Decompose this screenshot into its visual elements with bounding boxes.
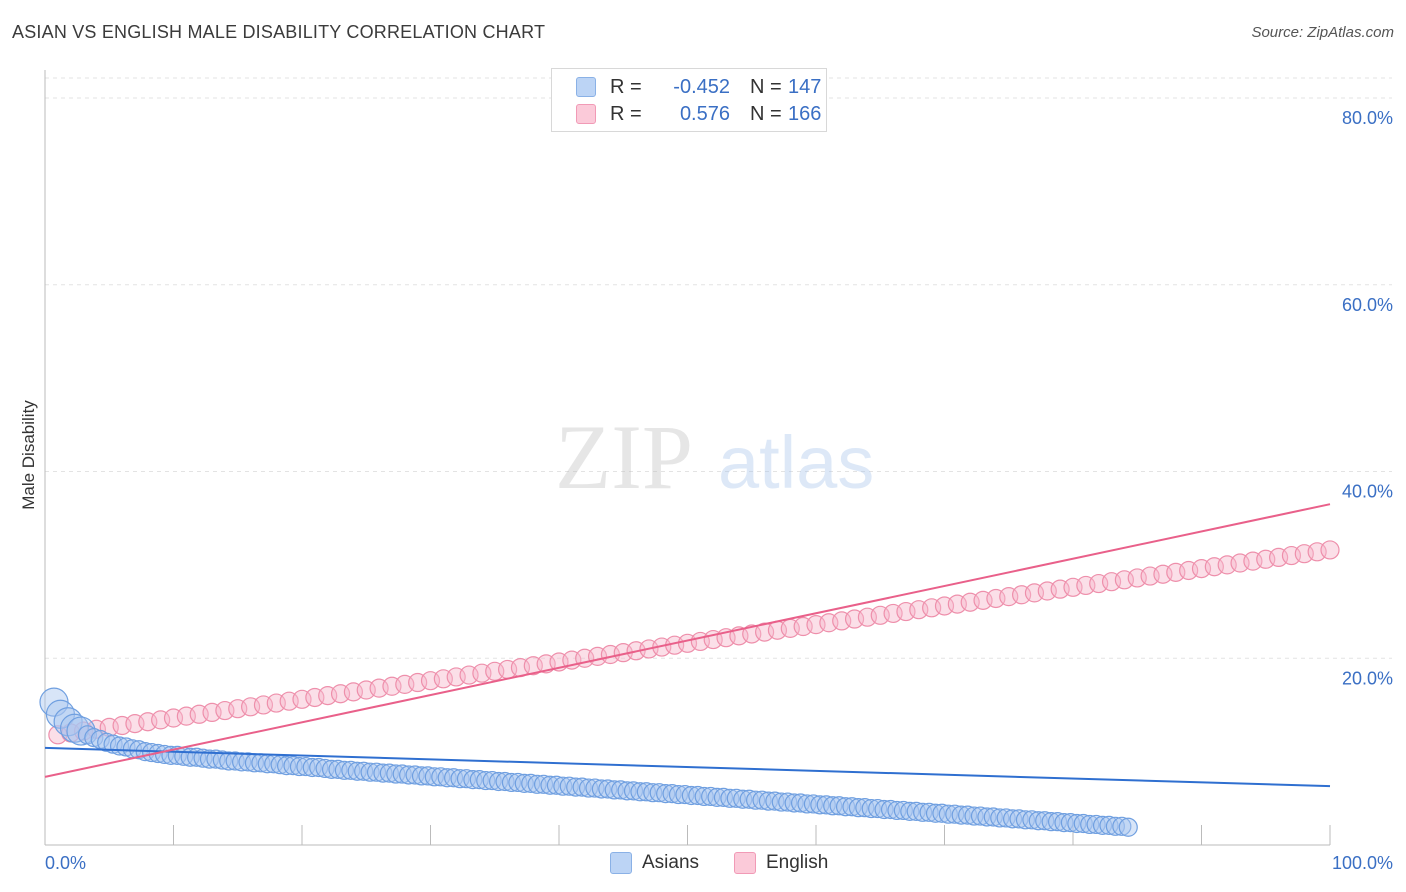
asians-trendline: [44, 746, 1331, 788]
x-tick-label: 0.0%: [45, 853, 86, 873]
chart-title: ASIAN VS ENGLISH MALE DISABILITY CORRELA…: [12, 22, 546, 42]
watermark-atlas: atlas: [718, 421, 874, 504]
y-tick-label: 80.0%: [1342, 108, 1393, 128]
asians-swatch: [576, 77, 596, 97]
y-tick-label: 60.0%: [1342, 295, 1393, 315]
y-tick-label: 40.0%: [1342, 482, 1393, 502]
legend-item-english[interactable]: English: [734, 852, 828, 874]
watermark: ZIP atlas: [555, 406, 874, 508]
r-value: -0.452: [673, 75, 730, 98]
legend-row-asians: R = -0.452 N = 147: [576, 74, 821, 100]
english-point: [1320, 540, 1340, 560]
axes: [44, 70, 1331, 846]
n-label: N =: [750, 102, 782, 125]
r-label: R =: [610, 75, 642, 98]
source-label: Source: ZipAtlas.com: [1251, 24, 1394, 41]
english-swatch: [576, 104, 596, 124]
asian-point: [1112, 816, 1132, 836]
tick-labels: 20.0% 40.0% 60.0% 80.0% 0.0% 100.0%: [45, 108, 1393, 873]
english-legend-label: English: [766, 852, 829, 873]
asian-point: [1118, 817, 1138, 837]
asians-legend-label: Asians: [642, 852, 700, 873]
x-tick-label: 100.0%: [1332, 853, 1393, 873]
n-label: N =: [750, 75, 782, 98]
english-legend-swatch: [734, 852, 756, 874]
r-value: 0.576: [679, 102, 730, 125]
trendlines: [44, 503, 1331, 788]
r-label: R =: [610, 102, 642, 125]
watermark-zip: ZIP: [555, 406, 693, 508]
y-tick-label: 20.0%: [1342, 668, 1393, 688]
y-axis-label: Male Disability: [19, 400, 38, 510]
asians-legend-swatch: [610, 852, 632, 874]
n-value: 166: [788, 102, 822, 125]
english-series: [48, 540, 1340, 745]
legend-row-english: R = 0.576 N = 166: [576, 101, 821, 127]
legend-item-asians[interactable]: Asians: [610, 852, 699, 874]
n-value: 147: [788, 75, 822, 98]
english-trendline: [44, 503, 1331, 778]
correlation-legend: R = -0.452 N = 147 R = 0.576 N = 166: [551, 68, 827, 132]
